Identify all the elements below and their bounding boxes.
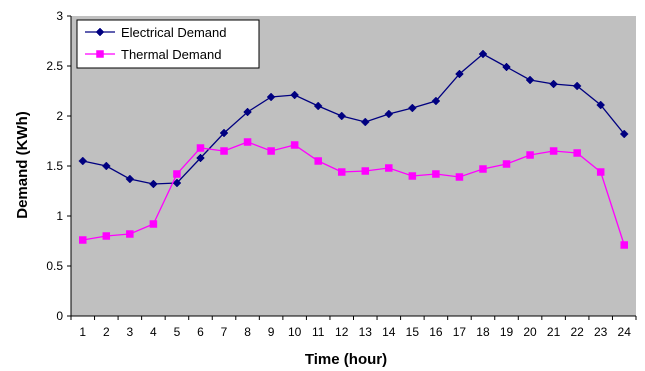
data-point-thermal-demand [290,141,299,149]
x-tick-label: 9 [268,325,275,339]
data-point-thermal-demand [549,147,558,155]
data-point-electrical-demand [572,81,582,91]
data-point-electrical-demand [408,103,417,113]
legend-marker [95,27,105,37]
data-point-thermal-demand [314,157,322,165]
x-tick-label: 14 [382,325,396,339]
x-tick-label: 24 [618,325,632,339]
x-tick-label: 20 [523,325,537,339]
data-point-electrical-demand [596,100,606,110]
data-point-electrical-demand [196,153,205,163]
x-tick-label: 5 [174,325,181,339]
data-point-thermal-demand [102,232,111,240]
data-point-electrical-demand [455,69,464,79]
x-tick-label: 13 [359,325,373,339]
legend-marker [96,50,104,58]
data-point-electrical-demand [337,111,347,121]
y-tick-label: 3 [56,9,63,23]
data-point-electrical-demand [549,79,558,89]
legend: Electrical Demand Thermal Demand [76,19,260,69]
data-point-thermal-demand [479,165,487,173]
x-tick-label: 6 [197,325,204,339]
data-point-thermal-demand [361,167,370,175]
x-tick-label: 23 [594,325,608,339]
y-tick-label: 2 [56,109,63,123]
series-layer [78,49,629,249]
legend-item-thermal-demand: Thermal Demand [85,47,221,62]
data-point-electrical-demand [243,107,252,117]
data-point-thermal-demand [502,160,511,168]
data-point-thermal-demand [526,151,534,159]
data-point-thermal-demand [196,144,205,152]
data-point-thermal-demand [173,170,181,178]
data-point-electrical-demand [313,101,323,111]
data-point-electrical-demand [384,109,394,119]
data-point-thermal-demand [243,138,252,146]
y-tick-label: 1 [56,209,63,223]
y-tick-label: 0 [56,309,63,323]
x-tick-label: 3 [127,325,134,339]
data-point-thermal-demand [149,220,158,228]
y-tick-label: 2.5 [46,59,63,73]
x-tick-label: 15 [406,325,420,339]
data-point-electrical-demand [431,96,441,106]
data-point-electrical-demand [219,128,229,138]
x-tick-label: 10 [288,325,302,339]
x-tick-label: 17 [453,325,467,339]
data-point-thermal-demand [337,168,346,176]
x-tick-label: 16 [429,325,443,339]
y-axis-title: Demand (KWh) [14,111,31,219]
x-tick-label: 21 [547,325,561,339]
data-point-electrical-demand [619,129,629,139]
legend-label: Thermal Demand [121,47,221,62]
axes [67,15,637,320]
x-tick-label: 18 [476,325,490,339]
x-tick-label: 1 [79,325,86,339]
y-tick-label: 1.5 [46,159,63,173]
data-point-electrical-demand [78,156,88,166]
data-point-thermal-demand [126,230,134,238]
x-tick-label: 19 [500,325,514,339]
data-point-electrical-demand [125,174,135,184]
legend-box [76,19,260,69]
y-tick-label: 0.5 [46,259,63,273]
data-point-thermal-demand [408,172,417,180]
series-line-thermal-demand [82,141,625,246]
data-point-electrical-demand [478,49,488,59]
x-tick-label: 8 [244,325,251,339]
data-point-electrical-demand [525,75,535,85]
x-tick-label: 11 [312,325,325,339]
x-tick-label: 4 [150,325,157,339]
data-point-thermal-demand [267,147,275,155]
data-point-thermal-demand [455,173,464,181]
data-point-electrical-demand [266,92,276,102]
x-tick-label: 2 [103,325,110,339]
data-point-electrical-demand [360,117,370,127]
data-point-electrical-demand [502,62,511,72]
data-point-electrical-demand [172,178,182,188]
x-tick-label: 7 [221,325,228,339]
x-axis-title: Time (hour) [305,351,387,368]
data-point-thermal-demand [220,147,228,155]
tick-labels: 00.511.522.531 2 3 4 5 6 7 8 9 10 11 12 13 14 15 16 17 18… [46,9,631,339]
data-point-thermal-demand [385,164,393,172]
x-tick-label: 22 [570,325,584,339]
data-point-thermal-demand [620,241,628,249]
series-thermal-demand [79,138,628,249]
legend-label: Electrical Demand [121,25,227,40]
data-point-electrical-demand [101,161,111,171]
data-point-thermal-demand [432,170,440,178]
data-point-electrical-demand [290,90,299,100]
data-point-thermal-demand [79,236,87,244]
legend-item-electrical-demand: Electrical Demand [85,25,227,40]
data-point-thermal-demand [573,149,581,157]
data-point-electrical-demand [149,179,158,189]
data-point-thermal-demand [596,168,605,176]
x-tick-label: 12 [335,325,349,339]
